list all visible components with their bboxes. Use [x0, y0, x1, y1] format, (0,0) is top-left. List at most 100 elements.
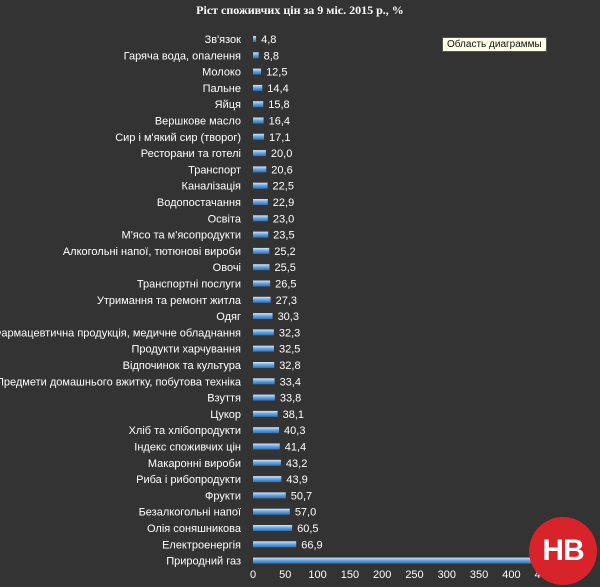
value-label: 23,0 — [273, 213, 294, 225]
bar — [253, 117, 264, 124]
bar-series — [253, 36, 544, 564]
category-label: Безалкогольні напої — [139, 507, 241, 519]
category-label: Одяг — [216, 311, 241, 323]
bar — [253, 133, 265, 140]
value-label: 16,4 — [269, 116, 290, 128]
value-label: 12,5 — [266, 67, 287, 79]
value-label: 32,8 — [279, 360, 300, 372]
category-label: Утримання та ремонт житла — [97, 295, 242, 307]
value-label: 15,8 — [268, 99, 289, 111]
chart-area-tooltip: Область диаграммы — [442, 37, 547, 52]
bar — [253, 264, 270, 271]
value-label: 22,9 — [273, 197, 294, 209]
bar — [253, 166, 267, 173]
x-tick-label: 250 — [405, 569, 423, 581]
x-tick-label: 50 — [279, 569, 291, 581]
category-label: Предмети домашнього вжитку, побутова тех… — [0, 376, 242, 388]
chart-title: Ріст споживчих цін за 9 міс. 2015 р., % — [196, 3, 404, 17]
value-label: 38,1 — [283, 409, 304, 421]
value-label: 50,7 — [291, 490, 312, 502]
value-label: 33,8 — [280, 393, 301, 405]
bar — [253, 443, 280, 450]
category-label: Сир і м'який сир (творог) — [115, 132, 241, 144]
bar — [253, 68, 262, 75]
bar — [253, 427, 280, 434]
bar — [253, 394, 275, 401]
bar — [253, 541, 297, 548]
bar — [253, 459, 281, 466]
value-label: 8,8 — [264, 50, 279, 62]
bar — [253, 231, 269, 238]
value-label: 57,0 — [295, 507, 316, 519]
category-label: Водопостачання — [157, 197, 241, 209]
category-label: Ресторани та готелі — [141, 148, 241, 160]
bar — [253, 476, 282, 483]
bar — [253, 313, 273, 320]
value-label: 41,4 — [285, 442, 306, 454]
value-label: 25,5 — [274, 262, 295, 274]
category-label: Відпочинок та культура — [123, 360, 242, 372]
bar — [253, 199, 268, 205]
category-label: Каналізація — [182, 181, 241, 193]
value-label: 4,8 — [261, 34, 276, 46]
bar — [253, 557, 544, 564]
bar — [253, 36, 257, 42]
value-label: 43,9 — [286, 474, 307, 486]
bar — [253, 296, 271, 303]
value-labels: 4,8 8,8 12,5 14,4 15,8 16,4 17,1 20,0 20,6 22,5 22… — [261, 34, 323, 551]
x-tick-label: 0 — [250, 569, 256, 581]
category-label: Освіта — [208, 213, 242, 225]
value-label: 20,0 — [271, 148, 292, 160]
bar — [253, 150, 266, 157]
category-label: Пальне — [203, 83, 241, 95]
category-label: М'ясо та м'ясопродукти — [122, 230, 241, 242]
bar — [253, 492, 286, 499]
nv-logo: НВ — [529, 517, 597, 585]
value-label: 40,3 — [284, 425, 305, 437]
category-label: Макаронні вироби — [148, 458, 241, 470]
value-label: 43,2 — [286, 458, 307, 470]
bar — [253, 410, 278, 417]
value-label: 30,3 — [278, 311, 299, 323]
bar — [253, 52, 259, 59]
x-tick-label: 300 — [438, 569, 456, 581]
category-label: Молоко — [202, 67, 241, 79]
bar — [253, 182, 268, 189]
category-label: Цукор — [210, 409, 241, 421]
category-label: Транспортні послуги — [137, 279, 241, 291]
bar — [253, 362, 275, 368]
value-label: 25,2 — [274, 246, 295, 258]
category-label: Алкогольні напої, тютюнові вироби — [63, 246, 241, 258]
value-label: 33,4 — [280, 376, 301, 388]
value-label: 20,6 — [271, 164, 292, 176]
bar — [253, 329, 274, 336]
value-label: 32,5 — [279, 344, 300, 356]
category-label: Транспорт — [188, 164, 241, 176]
value-label: 17,1 — [269, 132, 290, 144]
value-label: 27,3 — [276, 295, 297, 307]
bar — [253, 84, 263, 91]
value-label: 26,5 — [275, 279, 296, 291]
value-label: 66,9 — [301, 539, 322, 551]
category-label: Риба і рибопродукти — [136, 474, 241, 486]
bar — [253, 101, 264, 108]
x-tick-label: 350 — [470, 569, 488, 581]
bar — [253, 247, 270, 254]
category-label: Природний газ — [166, 556, 241, 568]
x-tick-label: 200 — [373, 569, 391, 581]
category-label: Яйця — [215, 99, 241, 111]
value-label: 60,5 — [297, 523, 318, 535]
value-label: 23,5 — [273, 230, 294, 242]
category-label: Продукти харчування — [131, 344, 241, 356]
category-label: Зв'язок — [205, 34, 242, 46]
bar — [253, 280, 271, 287]
category-label: Фрукти — [205, 490, 241, 502]
category-label: Овочі — [213, 262, 241, 274]
logo-text: НВ — [542, 534, 584, 567]
x-tick-label: 100 — [308, 569, 326, 581]
bar — [253, 525, 293, 531]
category-label: Гаряча вода, опалення — [124, 50, 241, 62]
category-label: Олія соняшникова — [147, 523, 242, 535]
x-tick-label: 150 — [341, 569, 359, 581]
